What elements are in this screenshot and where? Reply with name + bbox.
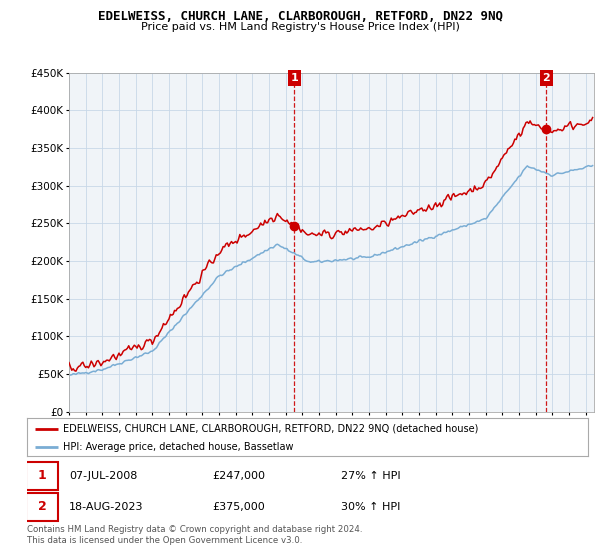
Text: 07-JUL-2008: 07-JUL-2008 [69,471,137,481]
Text: HPI: Average price, detached house, Bassetlaw: HPI: Average price, detached house, Bass… [64,442,294,452]
Text: 18-AUG-2023: 18-AUG-2023 [69,502,143,512]
Text: 2: 2 [542,73,550,83]
Text: Contains HM Land Registry data © Crown copyright and database right 2024.
This d: Contains HM Land Registry data © Crown c… [27,525,362,545]
FancyBboxPatch shape [26,462,58,490]
Text: 30% ↑ HPI: 30% ↑ HPI [341,502,401,512]
Text: 2: 2 [38,500,47,514]
FancyBboxPatch shape [26,493,58,521]
Text: 1: 1 [290,73,298,83]
Text: EDELWEISS, CHURCH LANE, CLARBOROUGH, RETFORD, DN22 9NQ (detached house): EDELWEISS, CHURCH LANE, CLARBOROUGH, RET… [64,424,479,434]
Text: 1: 1 [38,469,47,483]
Text: EDELWEISS, CHURCH LANE, CLARBOROUGH, RETFORD, DN22 9NQ: EDELWEISS, CHURCH LANE, CLARBOROUGH, RET… [97,10,503,23]
Text: 27% ↑ HPI: 27% ↑ HPI [341,471,401,481]
Text: £375,000: £375,000 [212,502,265,512]
Text: £247,000: £247,000 [212,471,265,481]
Text: Price paid vs. HM Land Registry's House Price Index (HPI): Price paid vs. HM Land Registry's House … [140,22,460,32]
